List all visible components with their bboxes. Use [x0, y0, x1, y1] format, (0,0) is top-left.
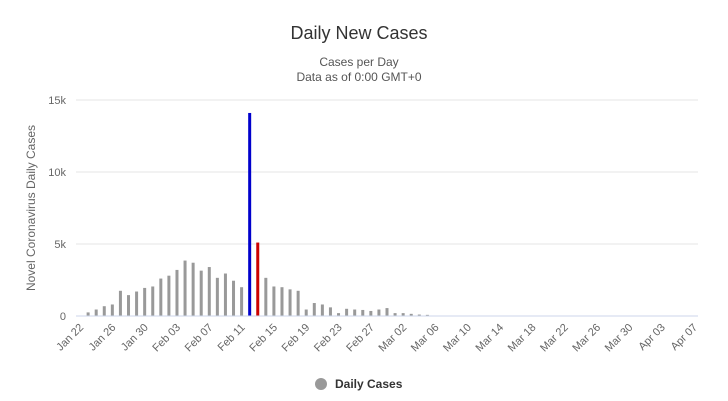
legend-marker[interactable] [315, 378, 327, 390]
x-tick-label: Apr 03 [636, 322, 667, 353]
bar-feb-13[interactable] [256, 242, 260, 316]
bar-mar-03[interactable] [409, 313, 413, 316]
bar-feb-27[interactable] [369, 310, 373, 316]
bar-feb-05[interactable] [191, 262, 195, 316]
bar-feb-11[interactable] [240, 287, 244, 316]
x-tick-label: Feb 11 [216, 322, 248, 354]
bar-feb-08[interactable] [215, 277, 219, 316]
bar-feb-25[interactable] [353, 309, 357, 316]
bar-feb-06[interactable] [199, 270, 203, 316]
bar-feb-17[interactable] [288, 289, 292, 316]
bar-mar-01[interactable] [393, 313, 397, 316]
x-tick-label: Mar 06 [409, 322, 442, 355]
x-tick-label: Mar 22 [538, 322, 571, 355]
bar-feb-07[interactable] [207, 267, 211, 316]
chart-subtitle-line-1: Cases per Day [319, 55, 398, 69]
bar-feb-20[interactable] [312, 303, 316, 316]
x-tick-label: Mar 30 [603, 322, 636, 355]
x-tick-label: Mar 18 [506, 322, 539, 355]
bar-jan-24[interactable] [94, 309, 98, 316]
bar-jan-25[interactable] [102, 306, 106, 316]
x-tick-label: Jan 26 [87, 322, 119, 354]
legend[interactable]: Daily Cases [315, 377, 403, 391]
bar-feb-26[interactable] [361, 309, 365, 316]
bar-feb-18[interactable] [296, 290, 300, 316]
x-tick-label: Mar 10 [441, 322, 474, 355]
y-tick-label: 15k [48, 95, 66, 107]
bar-mar-02[interactable] [401, 313, 405, 316]
y-tick-label: 0 [60, 311, 66, 323]
bar-feb-04[interactable] [183, 260, 187, 316]
chart-subtitle-line-2: Data as of 0:00 GMT+0 [296, 70, 421, 84]
x-tick-label: Feb 23 [312, 322, 345, 355]
x-tick-label: Feb 15 [247, 322, 280, 355]
bar-feb-14[interactable] [264, 277, 268, 316]
x-tick-label: Apr 07 [669, 322, 700, 353]
bar-jan-28[interactable] [127, 295, 131, 316]
bar-jan-26[interactable] [110, 304, 114, 316]
legend-label[interactable]: Daily Cases [335, 377, 403, 391]
x-tick-label: Feb 27 [344, 322, 377, 355]
gridlines [76, 99, 698, 245]
bars [86, 112, 429, 317]
bar-feb-10[interactable] [232, 280, 236, 316]
bar-feb-21[interactable] [320, 304, 324, 316]
bar-jan-31[interactable] [151, 286, 155, 316]
x-tick-label: Mar 14 [474, 322, 507, 355]
x-tick-label: Mar 02 [377, 322, 410, 355]
y-axis-ticks: 0 5k 10k 15k [48, 95, 66, 323]
x-tick-label: Feb 07 [183, 322, 216, 355]
x-tick-label: Mar 26 [570, 322, 603, 355]
bar-feb-09[interactable] [223, 273, 227, 316]
bar-jan-23[interactable] [86, 312, 90, 316]
bar-mar-05[interactable] [425, 314, 429, 316]
chart-title: Daily New Cases [290, 23, 427, 43]
bar-feb-02[interactable] [167, 275, 171, 316]
bar-jan-27[interactable] [118, 290, 122, 316]
bar-feb-28[interactable] [377, 309, 381, 316]
bar-jan-29[interactable] [135, 291, 139, 316]
bar-feb-22[interactable] [328, 307, 332, 316]
bar-feb-01[interactable] [159, 278, 163, 316]
bar-feb-29[interactable] [385, 308, 389, 316]
bar-feb-12[interactable] [248, 112, 252, 317]
y-axis-label: Novel Coronavirus Daily Cases [24, 125, 38, 291]
bar-feb-16[interactable] [280, 287, 284, 316]
bar-feb-19[interactable] [304, 309, 308, 316]
y-tick-label: 10k [48, 167, 66, 179]
x-tick-label: Feb 03 [150, 322, 183, 355]
x-tick-label: Jan 30 [119, 322, 151, 354]
x-tick-label: Jan 22 [54, 322, 86, 354]
x-tick-label: Feb 19 [280, 322, 313, 355]
bar-feb-15[interactable] [272, 286, 276, 316]
bar-feb-03[interactable] [175, 269, 179, 316]
bar-feb-24[interactable] [345, 308, 349, 316]
bar-feb-23[interactable] [337, 313, 341, 316]
bar-jan-30[interactable] [143, 287, 147, 316]
y-tick-label: 5k [54, 239, 66, 251]
x-axis-ticks: Jan 22 Jan 26 Jan 30 Feb 03 Feb 07 Feb 11 Feb … [54, 322, 700, 355]
bar-mar-04[interactable] [417, 314, 421, 316]
